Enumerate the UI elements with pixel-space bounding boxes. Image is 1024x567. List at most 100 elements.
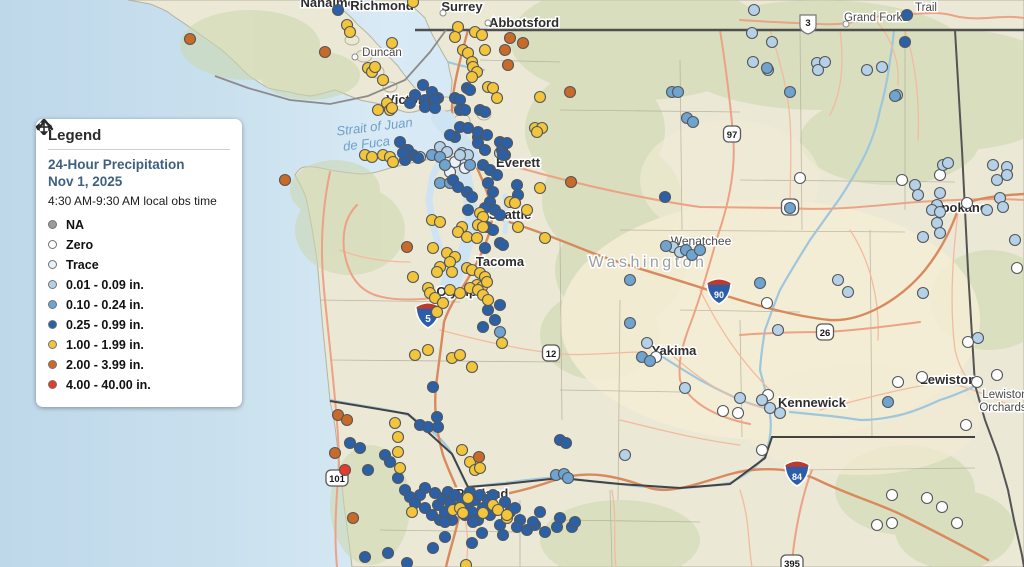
obs-dot-zero[interactable] [961, 335, 975, 349]
obs-dot-c3[interactable] [453, 93, 467, 107]
obs-dot-c2[interactable] [760, 61, 774, 75]
obs-dot-c5[interactable] [564, 175, 578, 189]
obs-dot-c2[interactable] [561, 471, 575, 485]
obs-dot-c3[interactable] [475, 526, 489, 540]
obs-dot-c4[interactable] [473, 461, 487, 475]
obs-dot-c3[interactable] [496, 148, 510, 162]
obs-dot-c6[interactable] [338, 463, 352, 477]
obs-dot-c4[interactable] [508, 196, 522, 210]
obs-dot-c3[interactable] [391, 471, 405, 485]
obs-dot-c4[interactable] [393, 461, 407, 475]
obs-dot-c1[interactable] [1000, 168, 1014, 182]
obs-dot-c3[interactable] [898, 35, 912, 49]
obs-dot-c4[interactable] [430, 305, 444, 319]
obs-dot-c3[interactable] [496, 528, 510, 542]
obs-dot-c3[interactable] [658, 190, 672, 204]
obs-dot-zero[interactable] [760, 296, 774, 310]
obs-dot-c1[interactable] [841, 285, 855, 299]
obs-dot-c4[interactable] [500, 508, 514, 522]
obs-dot-c2[interactable] [493, 325, 507, 339]
obs-dot-c4[interactable] [470, 231, 484, 245]
obs-dot-c5[interactable] [340, 413, 354, 427]
obs-dot-c1[interactable] [933, 186, 947, 200]
obs-dot-c2[interactable] [438, 158, 452, 172]
obs-dot-c5[interactable] [516, 36, 530, 50]
obs-dot-c4[interactable] [459, 558, 473, 567]
obs-dot-c1[interactable] [930, 216, 944, 230]
obs-dot-zero[interactable] [915, 370, 929, 384]
obs-dot-c3[interactable] [900, 8, 914, 22]
obs-dot-c3[interactable] [361, 463, 375, 477]
obs-dot-c1[interactable] [911, 188, 925, 202]
obs-dot-c1[interactable] [996, 200, 1010, 214]
obs-dot-c4[interactable] [451, 20, 465, 34]
obs-dot-c4[interactable] [391, 445, 405, 459]
obs-dot-c3[interactable] [403, 96, 417, 110]
obs-dot-c3[interactable] [466, 515, 480, 529]
obs-dot-zero[interactable] [935, 500, 949, 514]
obs-dot-c1[interactable] [771, 323, 785, 337]
obs-dot-c3[interactable] [438, 530, 452, 544]
obs-dot-zero[interactable] [959, 418, 973, 432]
obs-dot-c3[interactable] [510, 520, 524, 534]
obs-dot-c3[interactable] [496, 238, 510, 252]
obs-dot-c1[interactable] [733, 391, 747, 405]
obs-dot-c3[interactable] [493, 298, 507, 312]
obs-dot-c4[interactable] [520, 203, 534, 217]
obs-dot-c3[interactable] [478, 143, 492, 157]
obs-dot-c3[interactable] [480, 128, 494, 142]
obs-dot-c3[interactable] [426, 380, 440, 394]
obs-dot-c3[interactable] [463, 83, 477, 97]
obs-dot-c4[interactable] [476, 220, 490, 234]
obs-dot-c4[interactable] [406, 270, 420, 284]
obs-dot-c4[interactable] [533, 181, 547, 195]
obs-dot-c4[interactable] [475, 28, 489, 42]
obs-dot-c1[interactable] [980, 203, 994, 217]
obs-dot-c3[interactable] [486, 223, 500, 237]
obs-dot-c3[interactable] [538, 525, 552, 539]
collapse-legend-button[interactable] [36, 119, 54, 131]
obs-dot-c3[interactable] [490, 168, 504, 182]
obs-dot-c4[interactable] [443, 283, 457, 297]
obs-dot-c3[interactable] [443, 128, 457, 142]
obs-dot-c1[interactable] [773, 406, 787, 420]
obs-dot-c1[interactable] [941, 156, 955, 170]
obs-dot-c2[interactable] [783, 201, 797, 215]
obs-dot-zero[interactable] [990, 368, 1004, 382]
obs-dot-c4[interactable] [481, 293, 495, 307]
obs-dot-c1[interactable] [745, 26, 759, 40]
obs-dot-c4[interactable] [486, 81, 500, 95]
obs-dot-c5[interactable] [346, 511, 360, 525]
obs-dot-c3[interactable] [533, 505, 547, 519]
obs-dot-c4[interactable] [491, 503, 505, 517]
obs-dot-c1[interactable] [875, 60, 889, 74]
obs-dot-c4[interactable] [343, 25, 357, 39]
obs-dot-c4[interactable] [368, 60, 382, 74]
obs-dot-zero[interactable] [793, 171, 807, 185]
obs-dot-c4[interactable] [451, 225, 465, 239]
obs-dot-c4[interactable] [376, 73, 390, 87]
obs-dot-c3[interactable] [418, 481, 432, 495]
obs-dot-c3[interactable] [343, 436, 357, 450]
obs-dot-c3[interactable] [478, 105, 492, 119]
obs-dot-c2[interactable] [671, 85, 685, 99]
obs-dot-c1[interactable] [908, 178, 922, 192]
obs-dot-c3[interactable] [430, 410, 444, 424]
obs-dot-c1[interactable] [916, 230, 930, 244]
obs-dot-c4[interactable] [421, 343, 435, 357]
obs-dot-c3[interactable] [493, 208, 507, 222]
obs-dot-c5[interactable] [501, 58, 515, 72]
obs-dot-c3[interactable] [486, 488, 500, 502]
obs-dot-zero[interactable] [755, 443, 769, 457]
obs-dot-zero[interactable] [895, 173, 909, 187]
obs-dot-c5[interactable] [318, 45, 332, 59]
obs-dot-c3[interactable] [465, 536, 479, 550]
obs-dot-c3[interactable] [498, 495, 512, 509]
obs-dot-c3[interactable] [411, 151, 425, 165]
obs-dot-zero[interactable] [960, 196, 974, 210]
obs-dot-c1[interactable] [986, 158, 1000, 172]
obs-dot-c3[interactable] [465, 190, 479, 204]
obs-dot-c3[interactable] [486, 185, 500, 199]
obs-dot-c1[interactable] [1008, 233, 1022, 247]
obs-dot-c3[interactable] [421, 420, 435, 434]
